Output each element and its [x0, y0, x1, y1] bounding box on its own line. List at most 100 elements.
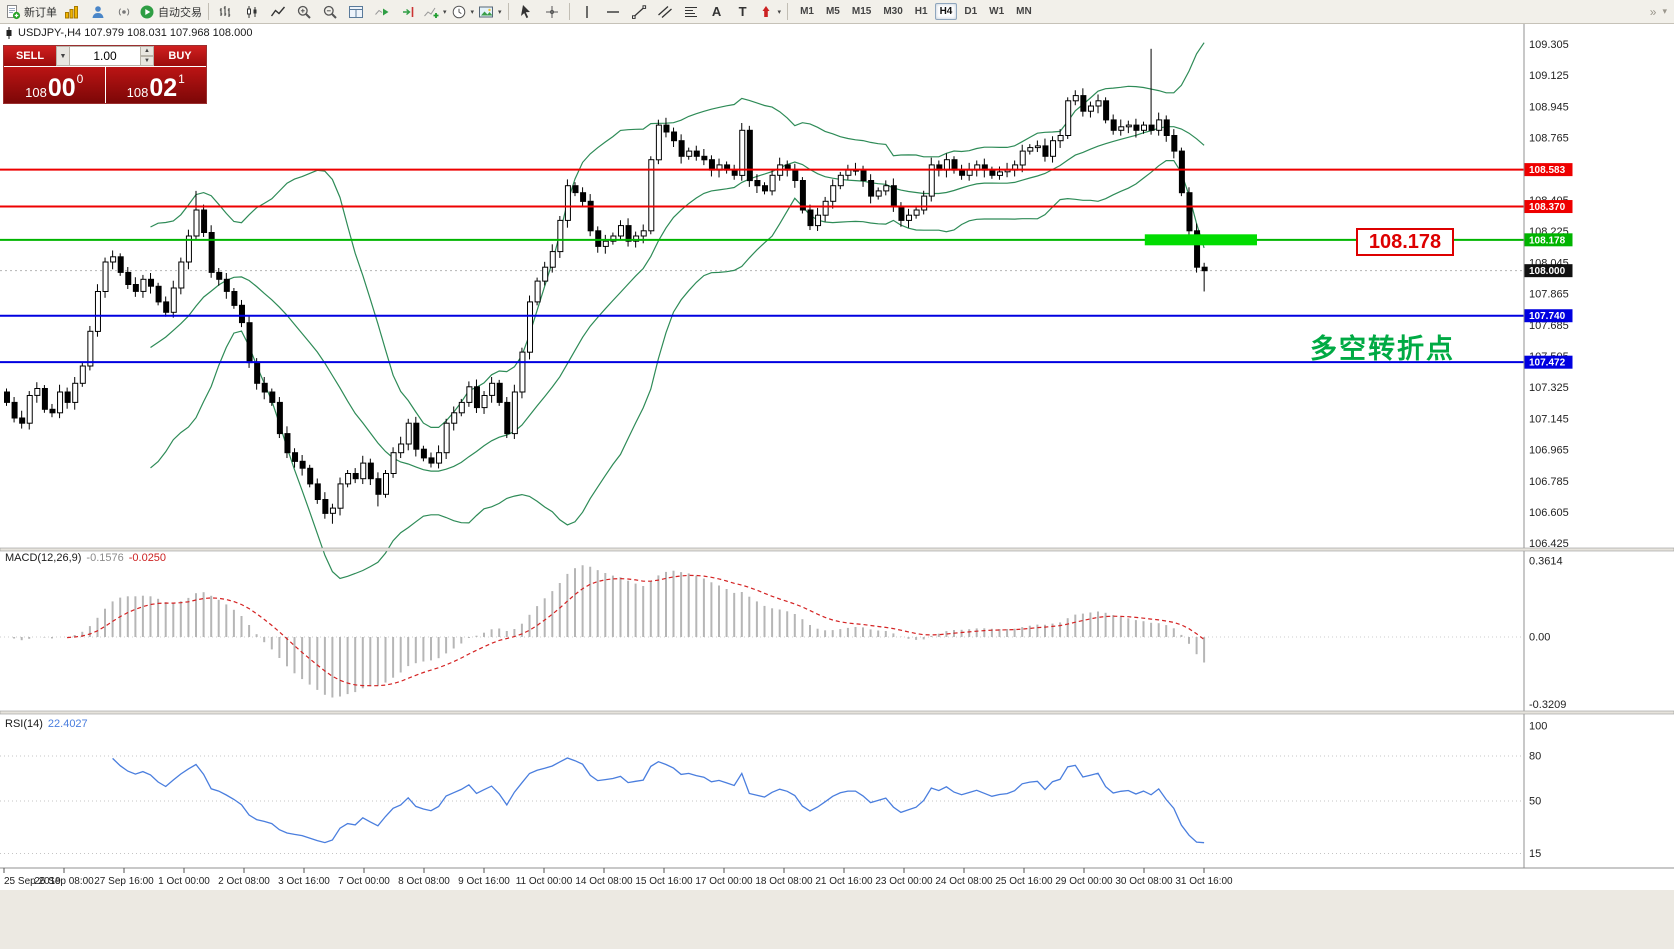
highlight-zone[interactable]: [1144, 234, 1257, 246]
open-chart-button[interactable]: [59, 2, 85, 22]
cursor-icon: [520, 4, 530, 18]
candle-body: [390, 452, 397, 475]
time-axis-label: 23 Oct 00:00: [875, 876, 933, 887]
candle-body: [534, 280, 541, 303]
timeframe-m30-button[interactable]: M30: [883, 6, 903, 17]
text-label-button[interactable]: T: [730, 2, 756, 22]
candle-body: [511, 391, 518, 435]
candle-body: [208, 232, 215, 273]
candle-body: [898, 206, 905, 221]
candle-body: [845, 169, 852, 176]
chart-line-button[interactable]: [265, 2, 291, 22]
current-price-label: [1524, 264, 1573, 278]
candle-body: [663, 124, 670, 133]
gold-chart-icon: [65, 5, 78, 18]
broadcast-button[interactable]: [111, 2, 137, 22]
timeframe-m15-button[interactable]: M15: [851, 6, 872, 17]
candle-body: [830, 185, 837, 202]
candle-body: [451, 412, 458, 424]
arrow-tool-button[interactable]: ▾: [756, 2, 784, 22]
price-axis[interactable]: 109.305109.125108.945108.765108.585108.4…: [1524, 39, 1573, 860]
vertical-line-button[interactable]: [574, 2, 600, 22]
shapes-dropdown-icon[interactable]: ▾: [777, 8, 782, 16]
sell-button[interactable]: SELL: [4, 46, 56, 66]
templates-dropdown-icon[interactable]: ▾: [498, 8, 502, 16]
timeframe-h1-button[interactable]: H1: [914, 6, 928, 17]
volume-dropdown-button[interactable]: ▼: [56, 46, 70, 66]
chart-shift-button[interactable]: [395, 2, 421, 22]
rsi-line: [112, 757, 1205, 844]
toolbar-options-icon[interactable]: ▾: [1662, 6, 1667, 16]
bottom-filler: [0, 890, 1674, 949]
volume-up-button[interactable]: ▲: [141, 46, 154, 56]
timeframe-mn-button[interactable]: MN: [1016, 6, 1032, 17]
channel-button[interactable]: [652, 2, 678, 22]
candle-body: [815, 214, 822, 227]
candle-body: [527, 301, 534, 353]
sell-price-display[interactable]: 108 00 0: [4, 67, 105, 103]
broadcast-icon: [118, 7, 130, 16]
buy-price-display[interactable]: 108 02 1: [105, 67, 206, 103]
panel-separator-1[interactable]: [0, 547, 1674, 552]
fibonacci-button[interactable]: [678, 2, 704, 22]
zoom-out-button[interactable]: [317, 2, 343, 22]
candle-body: [959, 169, 966, 176]
candle-body: [276, 401, 283, 435]
volume-down-button[interactable]: ▼: [141, 56, 154, 66]
candle-body: [4, 391, 10, 403]
candle-body: [428, 457, 435, 464]
timeframe-w1-button[interactable]: W1: [989, 6, 1005, 17]
candle-body: [875, 190, 882, 197]
timeframe-m5-button[interactable]: M5: [825, 6, 840, 17]
price-line-label: [1524, 163, 1573, 177]
tile-windows-button[interactable]: [343, 2, 369, 22]
price-axis-label: 106.425: [1529, 538, 1569, 550]
toolbar-overflow-icon[interactable]: »: [1649, 4, 1657, 19]
chart-candles-button[interactable]: [239, 2, 265, 22]
candle-body: [284, 433, 291, 454]
timeframe-h4-button[interactable]: H4: [934, 3, 958, 20]
price-axis-label: 107.325: [1529, 382, 1569, 394]
timeframe-m1-button[interactable]: M1: [800, 6, 814, 17]
macd-panel: [0, 565, 1524, 698]
periods-dropdown-icon[interactable]: ▾: [470, 8, 475, 16]
templates-button[interactable]: ▾: [476, 2, 504, 22]
volume-input[interactable]: [70, 46, 141, 66]
time-axis-bg[interactable]: [0, 868, 1674, 890]
horizontal-line-button[interactable]: [600, 2, 626, 22]
candle-body: [155, 285, 162, 303]
auto-scroll-button[interactable]: [369, 2, 395, 22]
candle-body: [890, 185, 897, 207]
candle-body: [1072, 95, 1079, 102]
timeframe-d1-button[interactable]: D1: [964, 6, 978, 17]
crosshair-button[interactable]: [539, 2, 565, 22]
auto-trading-button[interactable]: 自动交易: [137, 2, 204, 22]
macd-signal-line: [67, 574, 1205, 687]
candle-body: [1065, 100, 1072, 137]
indicators-dropdown-icon[interactable]: ▾: [443, 8, 447, 16]
template-icon: [479, 6, 494, 17]
candle-body: [481, 395, 488, 409]
candle-body: [261, 382, 268, 393]
candle-body: [686, 150, 693, 157]
candle-body: [1118, 126, 1125, 131]
buy-button[interactable]: BUY: [154, 46, 206, 66]
time-axis-label: 30 Oct 08:00: [1115, 876, 1173, 887]
panel-separator-2[interactable]: [0, 710, 1674, 715]
indicators-button[interactable]: ▾: [421, 2, 449, 22]
text-button[interactable]: A: [704, 2, 730, 22]
chart-bars-button[interactable]: [213, 2, 239, 22]
trendline-button[interactable]: [626, 2, 652, 22]
profile-button[interactable]: [85, 2, 111, 22]
time-axis-label: 29 Oct 00:00: [1055, 876, 1113, 887]
cursor-button[interactable]: [513, 2, 539, 22]
periods-button[interactable]: ▾: [449, 2, 477, 22]
candle-body: [883, 185, 890, 192]
candle-body: [542, 266, 549, 282]
zoom-in-button[interactable]: [291, 2, 317, 22]
candle-body: [928, 164, 935, 197]
chart-canvas[interactable]: 109.305109.125108.945108.765108.585108.4…: [0, 24, 1674, 949]
new-order-button[interactable]: 新订单: [3, 2, 59, 22]
candle-body: [610, 235, 617, 242]
